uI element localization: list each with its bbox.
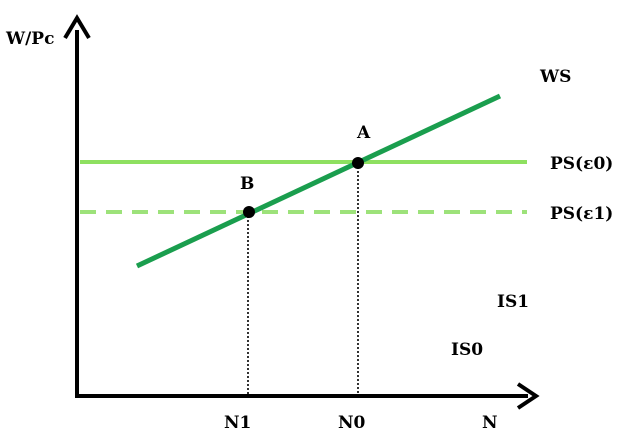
x-axis-label: N xyxy=(482,413,498,430)
ps-e0-label: PS(ε0) xyxy=(550,154,613,174)
point-a-label: A xyxy=(356,123,371,143)
x-axis-arrowhead xyxy=(516,382,540,410)
is1-label: IS1 xyxy=(497,292,529,312)
point-b-marker xyxy=(243,206,255,218)
point-a-marker xyxy=(352,157,364,169)
ws-line xyxy=(135,93,502,269)
is0-label: IS0 xyxy=(451,340,483,360)
ps-e1-label: PS(ε1) xyxy=(550,204,613,224)
n0-tick-label: N0 xyxy=(338,413,366,430)
y-axis-arrowhead xyxy=(63,14,91,40)
ws-label: WS xyxy=(539,67,571,87)
point-b-label: B xyxy=(240,174,254,194)
n1-tick-label: N1 xyxy=(224,413,251,430)
y-axis-label: W/Pc xyxy=(5,29,54,49)
